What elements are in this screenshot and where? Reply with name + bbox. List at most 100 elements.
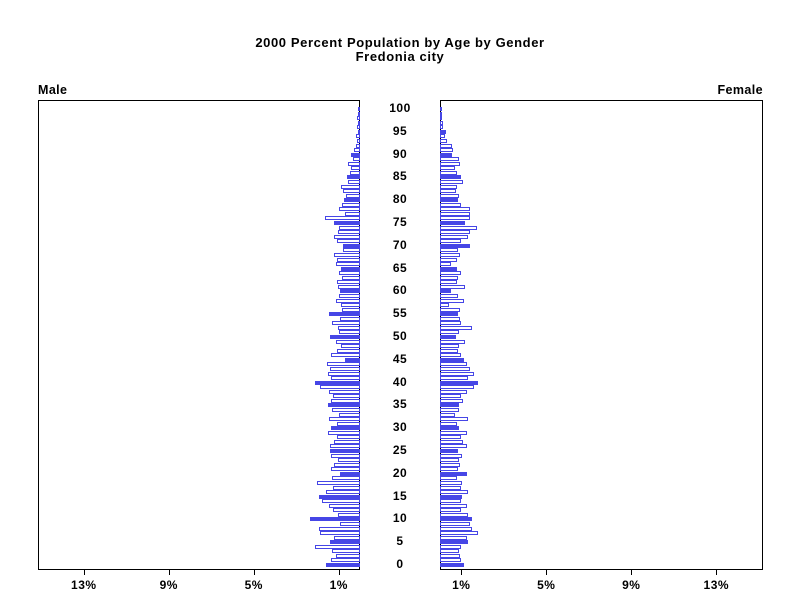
- female-panel-label: Female: [717, 83, 763, 97]
- bar-female-age-39: [440, 385, 474, 390]
- bar-female-age-50: [440, 335, 456, 339]
- bar-male-age-95: [358, 129, 360, 134]
- age-tick-label-95: 95: [392, 123, 408, 138]
- bar-female-age-49: [440, 339, 465, 344]
- bar-male-age-23: [338, 458, 360, 463]
- percent-tick-female-1%: [461, 570, 463, 575]
- bar-female-age-32: [440, 417, 468, 422]
- bar-female-age-4: [440, 544, 461, 549]
- bar-female-age-68: [440, 252, 460, 257]
- bar-female-age-99: [440, 111, 442, 116]
- bar-male-age-57: [341, 303, 360, 308]
- bar-male-age-50: [330, 335, 360, 339]
- bar-male-age-16: [326, 490, 360, 494]
- bar-female-age-22: [440, 462, 460, 467]
- age-tick-label-100: 100: [389, 101, 411, 115]
- bar-male-age-60: [340, 289, 360, 294]
- bar-female-age-80: [440, 198, 458, 203]
- bar-female-age-69: [440, 248, 458, 253]
- bar-male-age-13: [329, 503, 360, 508]
- bar-female-age-63: [440, 275, 458, 280]
- bar-female-age-75: [440, 221, 465, 225]
- bar-female-age-65: [440, 266, 457, 271]
- bar-female-age-20: [440, 471, 467, 476]
- bar-male-age-26: [330, 444, 360, 449]
- bar-male-age-7: [320, 531, 360, 536]
- bar-female-age-24: [440, 453, 462, 458]
- bar-female-age-100: [440, 107, 442, 111]
- bar-female-age-21: [440, 467, 458, 472]
- bar-male-age-35: [328, 403, 360, 408]
- bar-male-age-74: [339, 225, 360, 230]
- bar-male-age-54: [340, 316, 360, 321]
- bar-male-age-58: [336, 298, 360, 303]
- bar-male-age-24: [331, 453, 360, 458]
- bar-male-age-4: [315, 544, 360, 549]
- bar-male-age-75: [334, 221, 360, 225]
- bar-male-age-61: [338, 284, 360, 289]
- bar-female-age-38: [440, 389, 467, 394]
- bar-female-age-66: [440, 262, 451, 266]
- bar-male-age-48: [341, 344, 360, 349]
- bar-male-age-30: [331, 426, 360, 431]
- age-tick-label-10: 10: [392, 511, 408, 526]
- bar-female-age-91: [440, 148, 453, 152]
- bar-female-age-90: [440, 152, 452, 157]
- age-tick-label-20: 20: [392, 465, 408, 480]
- bar-female-age-0: [440, 563, 464, 567]
- bar-male-age-33: [339, 412, 360, 417]
- age-tick-label-45: 45: [392, 351, 408, 366]
- bar-male-age-64: [339, 271, 360, 276]
- bar-male-age-53: [332, 321, 360, 326]
- bar-female-age-61: [440, 284, 465, 289]
- bar-male-age-39: [320, 385, 360, 390]
- bar-female-age-83: [440, 184, 457, 189]
- bar-male-age-37: [333, 394, 360, 399]
- bar-female-age-81: [440, 193, 459, 198]
- bar-female-age-35: [440, 403, 459, 408]
- bar-female-age-45: [440, 357, 464, 362]
- bar-male-age-17: [333, 485, 360, 490]
- bar-female-age-25: [440, 449, 458, 453]
- bar-male-age-46: [331, 353, 360, 358]
- bar-female-age-55: [440, 312, 458, 317]
- age-tick-label-35: 35: [392, 397, 408, 412]
- bar-male-age-12: [333, 508, 360, 513]
- bar-male-age-87: [351, 166, 360, 171]
- bar-female-age-97: [440, 120, 443, 125]
- bar-female-age-36: [440, 398, 463, 403]
- bar-female-age-77: [440, 211, 470, 216]
- bar-male-age-88: [348, 161, 360, 166]
- bar-male-age-38: [329, 389, 360, 394]
- bar-female-age-46: [440, 353, 461, 358]
- bar-female-age-37: [440, 394, 461, 399]
- bar-female-age-96: [440, 125, 443, 130]
- age-tick-label-50: 50: [392, 329, 408, 343]
- chart-title-line1: 2000 Percent Population by Age by Gender: [255, 35, 545, 50]
- bar-female-age-48: [440, 344, 459, 349]
- percent-tick-male-1%: [338, 570, 340, 575]
- bar-male-age-82: [343, 189, 360, 194]
- percent-tick-label-male-13%: 13%: [71, 578, 97, 592]
- bar-female-age-82: [440, 189, 456, 194]
- bar-female-age-79: [440, 202, 461, 207]
- bar-male-age-49: [336, 339, 360, 344]
- bar-female-age-98: [440, 116, 442, 121]
- bar-male-age-11: [338, 512, 360, 517]
- bar-male-age-91: [354, 148, 360, 152]
- bar-female-age-29: [440, 430, 467, 435]
- bar-male-age-41: [331, 376, 360, 380]
- bar-female-age-40: [440, 380, 478, 385]
- bar-female-age-5: [440, 540, 468, 545]
- bar-male-age-78: [339, 207, 360, 212]
- percent-tick-label-male-1%: 1%: [329, 578, 348, 592]
- age-tick-label-25: 25: [392, 443, 408, 457]
- bar-female-age-60: [440, 289, 451, 294]
- bar-female-age-12: [440, 508, 461, 513]
- bar-male-age-20: [340, 471, 360, 476]
- bar-male-age-62: [337, 280, 360, 285]
- bar-female-age-95: [440, 129, 446, 134]
- bar-male-age-77: [345, 211, 360, 216]
- bar-male-age-76: [325, 216, 360, 221]
- bar-female-age-26: [440, 444, 467, 449]
